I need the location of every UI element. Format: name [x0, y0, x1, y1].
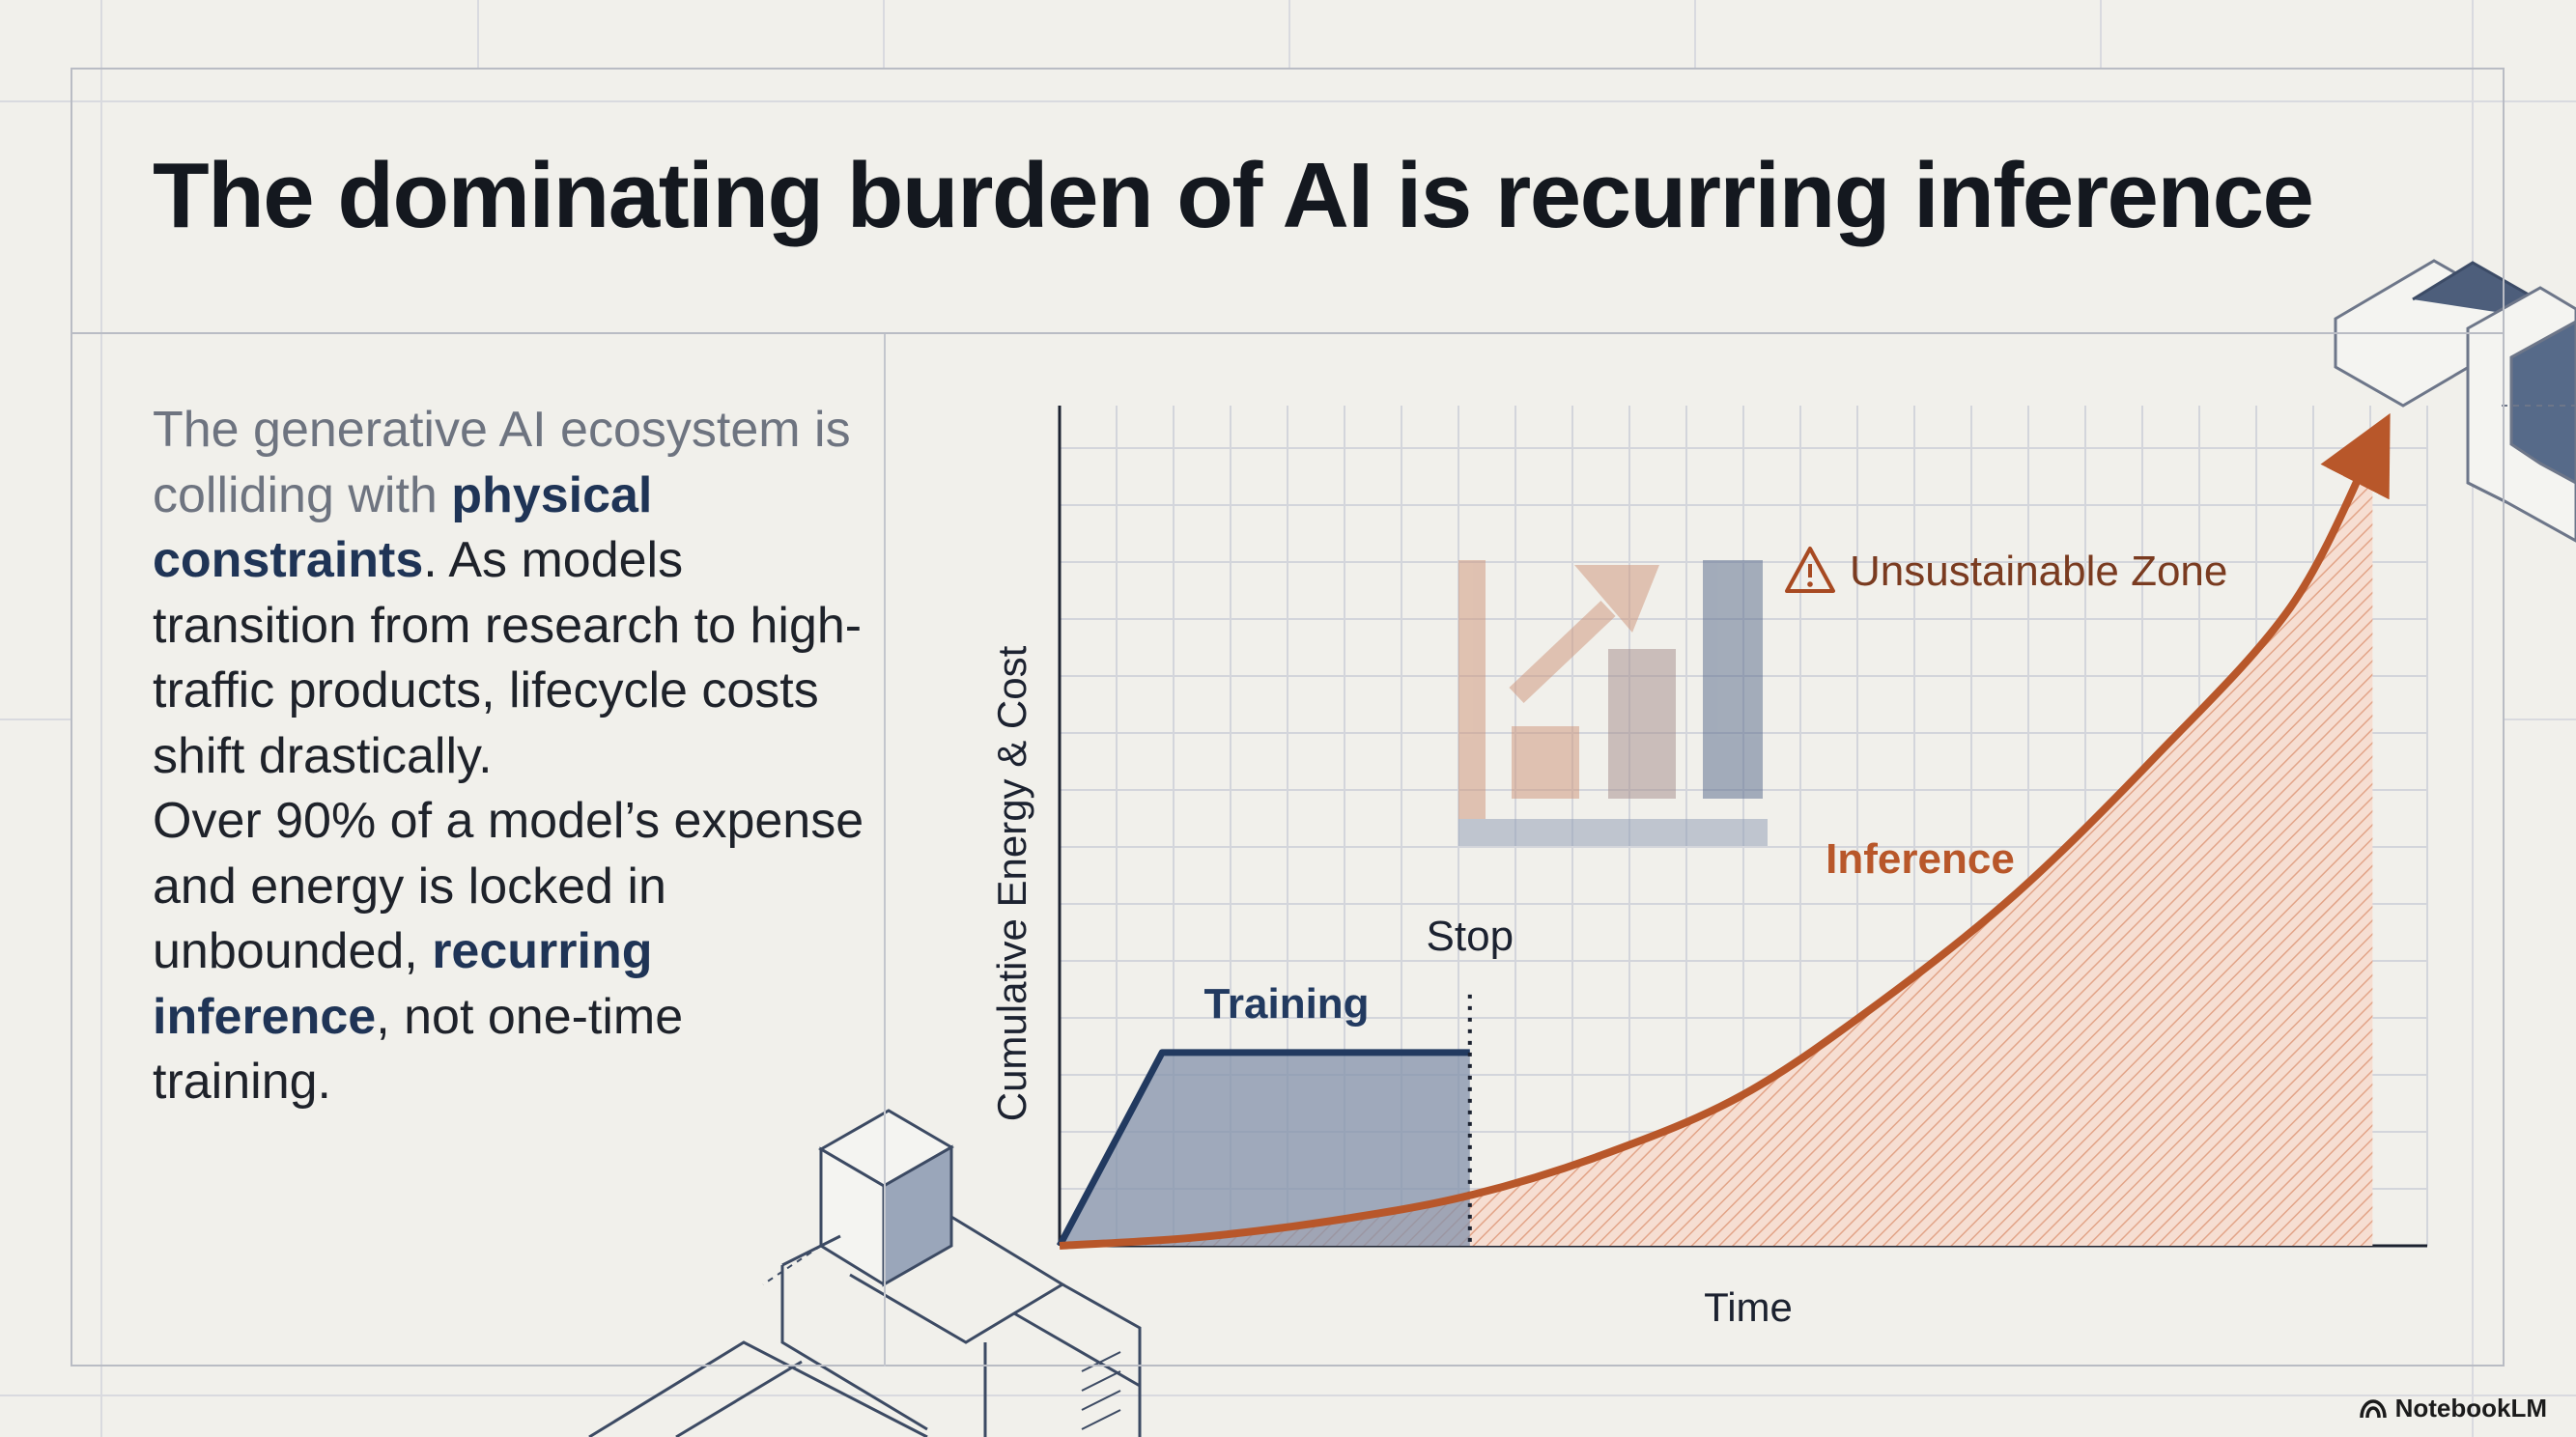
bar-chart-icon: [1458, 560, 1768, 846]
training-area: [1060, 1052, 1470, 1246]
slide-frame: [71, 68, 2505, 1367]
brand-label: NotebookLM: [2394, 1394, 2547, 1423]
highlight-recurring-inference: recurring inference: [153, 923, 653, 1045]
brand-watermark: NotebookLM: [2359, 1394, 2547, 1423]
slide-title: The dominating burden of AI is recurring…: [153, 144, 2314, 247]
series-label-training: Training: [1203, 980, 1369, 1028]
warning-dot: [1807, 581, 1813, 587]
training-line: [1056, 1049, 1470, 1248]
y-axis-label: Cumulative Energy & Cost: [989, 645, 1034, 1121]
intro-text: The generative AI ecosystem is colliding…: [153, 402, 851, 523]
title-divider: [71, 332, 2505, 334]
warning-triangle: [1785, 547, 1835, 593]
warning-icon: [1785, 547, 1835, 593]
body-text-1: . As models transition from research to …: [153, 532, 863, 784]
isometric-blocks-icon: [588, 1109, 1142, 1437]
body-text-2: Over 90% of a model’s expense and energy…: [153, 793, 864, 979]
series-label-inference: Inference: [1826, 835, 2015, 883]
body-paragraph: The generative AI ecosystem is colliding…: [153, 398, 867, 1115]
inference-line: [1059, 412, 2391, 1250]
column-divider: [884, 334, 886, 1367]
unsustainable-zone-label: Unsustainable Zone: [1850, 548, 2227, 595]
inference-area: [1060, 447, 2373, 1246]
x-axis-label: Time: [1704, 1284, 1793, 1330]
notebooklm-logo-icon: [2359, 1398, 2387, 1418]
body-text-3: , not one-time training.: [153, 988, 684, 1111]
highlight-physical-constraints: physical constraints: [153, 466, 653, 589]
stop-label: Stop: [1427, 913, 1514, 960]
